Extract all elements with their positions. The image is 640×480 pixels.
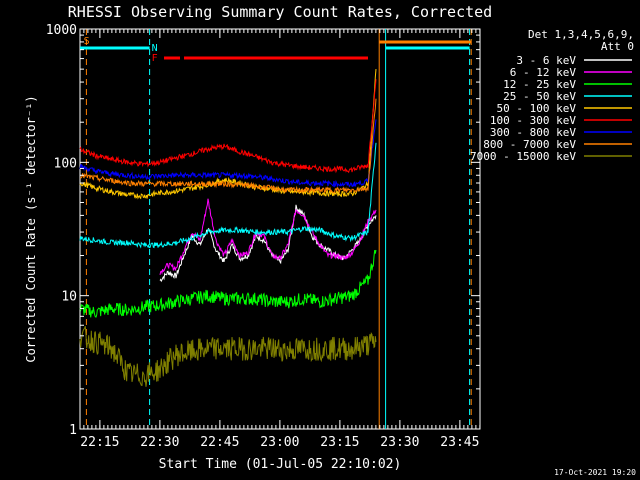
legend-header: Att 0 [601, 40, 634, 53]
series-line [79, 249, 377, 318]
series-line [79, 326, 377, 387]
legend-label: 12 - 25 keV [503, 78, 576, 91]
y-tick-label: 100 [54, 156, 77, 171]
x-tick-label: 23:15 [320, 435, 359, 450]
annotation-f: F [152, 53, 158, 64]
annotation-n: N [152, 43, 158, 54]
x-axis-label: Start Time (01-Jul-05 22:10:02) [159, 457, 402, 472]
series-line [79, 119, 377, 188]
legend-label: 50 - 100 keV [497, 102, 577, 115]
series-line [79, 79, 377, 174]
series-line [79, 142, 377, 249]
chart-title: RHESSI Observing Summary Count Rates, Co… [68, 3, 492, 21]
y-tick-label: 1000 [46, 23, 77, 38]
annotation-s: S [84, 36, 90, 47]
y-axis-label: Corrected Count Rate (s⁻¹ detector⁻¹) [24, 95, 38, 362]
x-tick-label: 22:15 [80, 435, 119, 450]
legend-label: 6 - 12 keV [510, 66, 577, 79]
x-tick-label: 23:45 [440, 435, 479, 450]
x-tick-label: 22:45 [200, 435, 239, 450]
x-tick-label: 23:30 [380, 435, 419, 450]
legend-label: 300 - 800 keV [490, 126, 576, 139]
timestamp: 17-Oct-2021 19:20 [554, 468, 636, 477]
y-tick-label: 10 [61, 290, 77, 305]
legend-label: 3 - 6 keV [516, 54, 576, 67]
legend-header: Det 1,3,4,5,6,9, [528, 28, 634, 41]
y-tick-label: 1 [69, 423, 77, 438]
legend-label: 800 - 7000 keV [483, 138, 576, 151]
legend-label: 7000 - 15000 keV [470, 150, 576, 163]
legend-label: 25 - 50 keV [503, 90, 576, 103]
x-tick-label: 22:30 [140, 435, 179, 450]
series-line [79, 98, 377, 195]
legend-label: 100 - 300 keV [490, 114, 576, 127]
x-tick-label: 23:00 [260, 435, 299, 450]
